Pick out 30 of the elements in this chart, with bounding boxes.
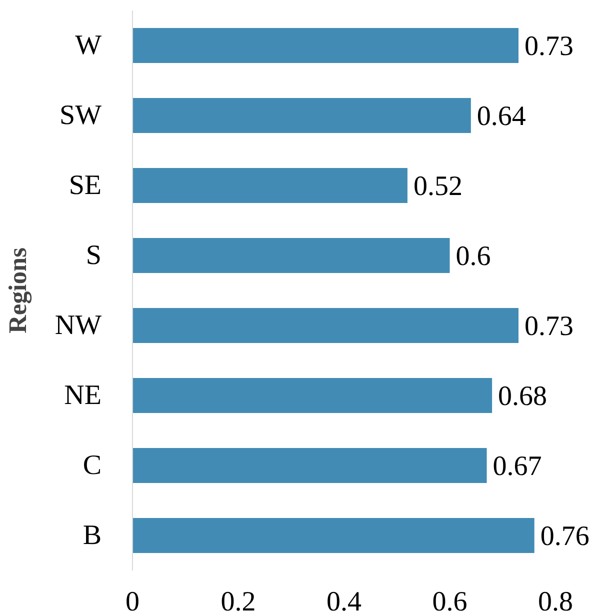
data-label: 0.67 (492, 451, 542, 482)
y-axis-title: Regions (4, 247, 32, 334)
data-label: 0.68 (498, 381, 548, 412)
y-tick-label: C (82, 450, 102, 481)
bar (132, 238, 450, 273)
bar (132, 28, 518, 63)
bar (132, 518, 534, 553)
data-label: 0.73 (524, 311, 574, 342)
y-tick-label: SW (60, 100, 102, 131)
data-label: 0.73 (524, 31, 574, 62)
data-label: 0.76 (540, 521, 590, 552)
data-label: 0.6 (456, 241, 491, 272)
y-tick-label: NE (64, 380, 102, 411)
y-tick-label: SE (68, 170, 102, 201)
bar (132, 98, 471, 133)
data-label: 0.64 (476, 101, 526, 132)
y-tick-label: NW (54, 310, 102, 341)
y-tick-label: B (82, 520, 102, 551)
x-tick-label: 0 (126, 586, 140, 613)
data-label: 0.52 (413, 171, 462, 202)
bar (132, 168, 408, 203)
y-tick-label: W (75, 30, 102, 61)
y-tick-label: S (86, 240, 102, 271)
bar (132, 378, 492, 413)
bar (132, 308, 518, 343)
x-tick-label: 0.4 (326, 586, 362, 613)
x-tick-label: 0.2 (220, 586, 256, 613)
x-tick-label: 0.8 (538, 586, 574, 613)
bar (132, 448, 487, 483)
x-tick-label: 0.6 (432, 586, 468, 613)
